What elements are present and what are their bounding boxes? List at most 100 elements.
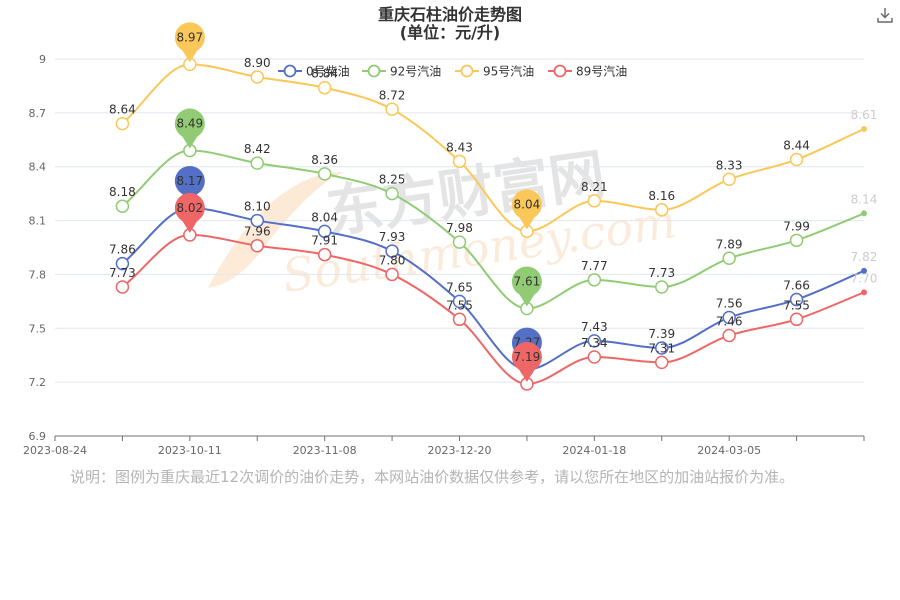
data-label: 7.65 [446,280,473,294]
data-point[interactable] [587,350,602,364]
data-point[interactable] [250,156,264,170]
data-label: 8.16 [648,189,675,203]
data-point[interactable] [317,167,332,181]
legend-symbol [553,64,567,78]
y-tick-label: 8.7 [29,107,47,120]
chart-subtitle: (单位：元/升) [400,23,500,42]
pin-label: 7.19 [514,350,541,364]
y-tick-label: 8.1 [29,215,47,228]
data-label: 7.73 [648,266,675,280]
pin-marker: 8.97 [174,22,205,63]
data-point[interactable] [385,102,399,117]
x-tick-label: 2024-03-05 [697,444,761,457]
data-point[interactable] [789,312,804,327]
legend-label: 92号汽油 [390,64,441,79]
data-point[interactable] [722,172,736,187]
data-point[interactable] [250,238,264,253]
data-point[interactable] [452,235,467,249]
data-label: 7.86 [109,243,136,257]
data-point[interactable] [722,310,736,325]
data-point[interactable] [115,199,130,213]
data-point[interactable] [250,213,264,228]
data-point[interactable] [861,289,867,296]
pin-head [511,189,542,220]
legend[interactable]: 0号柴油 92号汽油 95号汽油 89号汽油 [278,64,627,79]
data-label: 7.96 [244,225,271,239]
pin-head [511,341,542,372]
data-point[interactable] [250,70,264,84]
data-point[interactable] [317,247,332,262]
data-label: 8.36 [311,153,338,167]
data-point[interactable] [115,116,130,131]
data-point[interactable] [385,267,399,282]
watermark-swoosh [208,171,345,288]
pin-label: 7.61 [514,275,541,289]
data-label: 7.34 [581,336,608,350]
x-tick-label: 2023-08-24 [23,444,87,457]
data-point[interactable] [789,233,804,248]
legend-item-1[interactable]: 92号汽油 [362,64,441,79]
data-label: 8.90 [244,56,271,70]
pin-label: 8.04 [514,197,541,211]
data-point[interactable] [722,328,736,343]
x-tick-label: 2023-11-08 [293,444,357,457]
pin-marker: 8.04 [511,189,542,230]
legend-item-2[interactable]: 95号汽油 [455,64,534,79]
pin-label: 8.17 [176,174,203,188]
data-label: 7.39 [648,327,675,341]
data-point[interactable] [317,224,332,239]
data-point[interactable] [385,244,399,258]
data-point[interactable] [385,186,399,201]
legend-label: 89号汽油 [576,64,627,79]
y-tick-label: 7.8 [29,268,47,281]
data-label: 8.72 [379,88,406,102]
data-label: 8.04 [311,210,338,224]
data-point[interactable] [452,312,467,327]
pin-label: 8.49 [176,117,203,131]
legend-symbol [460,64,474,78]
legend-item-0[interactable]: 0号柴油 [278,65,350,79]
data-point[interactable] [587,334,602,348]
data-label: 8.14 [851,192,878,206]
data-label: 8.42 [244,142,271,156]
download-icon[interactable] [876,6,894,24]
data-label: 7.43 [581,320,608,334]
data-point[interactable] [587,273,602,287]
pin-label: 8.97 [176,30,203,44]
data-point[interactable] [317,80,332,95]
pin-marker: 8.49 [174,108,205,149]
data-point[interactable] [655,341,669,355]
data-point[interactable] [452,154,467,169]
data-point[interactable] [861,267,867,274]
data-label: 8.21 [581,180,608,194]
data-point[interactable] [861,126,867,133]
pin-marker: 7.61 [511,266,542,307]
data-point[interactable] [115,280,130,294]
pin-head [174,192,205,223]
series-lines [115,57,867,391]
pin-label: 8.02 [176,201,203,215]
data-point[interactable] [789,292,804,307]
legend-item-3[interactable]: 89号汽油 [548,64,627,79]
data-point[interactable] [115,256,130,271]
data-label: 7.56 [716,297,743,311]
data-label: 7.55 [783,298,810,312]
x-tick-label: 2024-01-18 [562,444,626,457]
data-point[interactable] [655,355,669,370]
data-point[interactable] [655,203,669,217]
data-label: 8.61 [851,108,878,122]
data-label: 7.73 [109,266,136,280]
pin-marker: 7.19 [511,341,542,382]
data-point[interactable] [587,194,602,208]
data-label: 7.31 [648,341,675,355]
pin-head [174,22,205,53]
data-point[interactable] [861,210,867,217]
data-point[interactable] [452,294,467,309]
data-point[interactable] [655,280,669,294]
data-label: 8.84 [311,67,338,81]
data-point[interactable] [789,152,804,167]
data-point[interactable] [722,251,736,266]
pin-marker: 8.02 [174,192,205,233]
data-label: 7.46 [716,314,743,328]
